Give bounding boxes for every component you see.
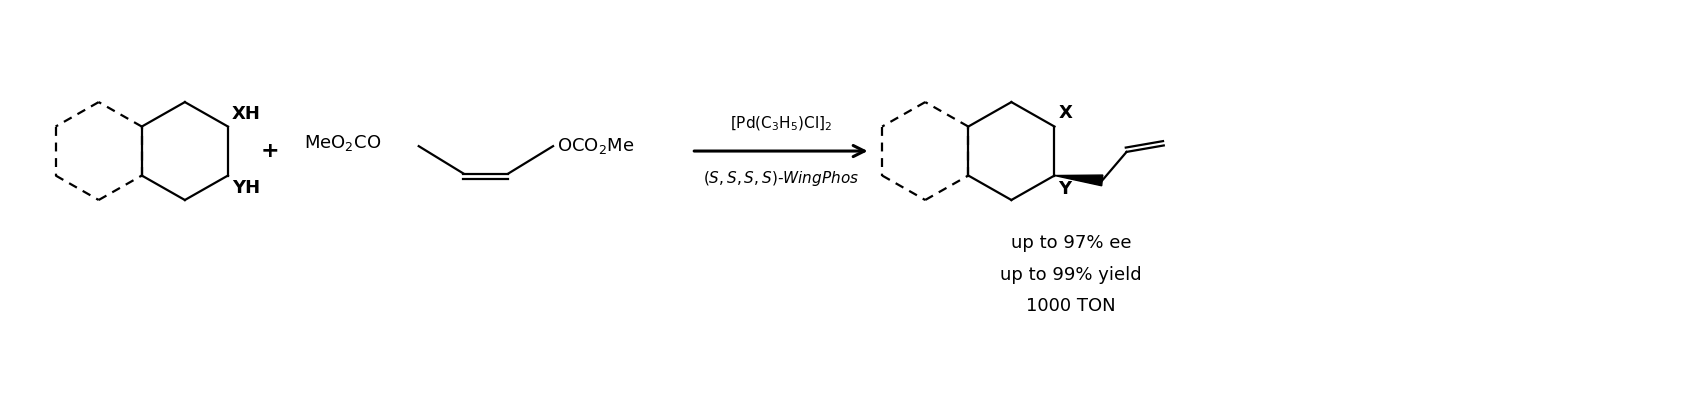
Text: $(S,S,S,S)$-WingPhos: $(S,S,S,S)$-WingPhos: [703, 169, 859, 188]
Text: MeO$_2$CO: MeO$_2$CO: [305, 133, 381, 153]
Text: [Pd(C$_3$H$_5$)Cl]$_2$: [Pd(C$_3$H$_5$)Cl]$_2$: [730, 115, 832, 134]
Text: OCO$_2$Me: OCO$_2$Me: [557, 136, 634, 156]
Text: X: X: [1059, 104, 1072, 122]
Text: 1000 TON: 1000 TON: [1027, 297, 1116, 315]
Text: up to 99% yield: up to 99% yield: [999, 266, 1142, 284]
Text: Y: Y: [1059, 180, 1072, 198]
Text: up to 97% ee: up to 97% ee: [1011, 234, 1132, 252]
Text: XH: XH: [232, 105, 261, 123]
Text: +: +: [261, 141, 280, 161]
Polygon shape: [1054, 175, 1103, 186]
Text: YH: YH: [232, 180, 261, 198]
